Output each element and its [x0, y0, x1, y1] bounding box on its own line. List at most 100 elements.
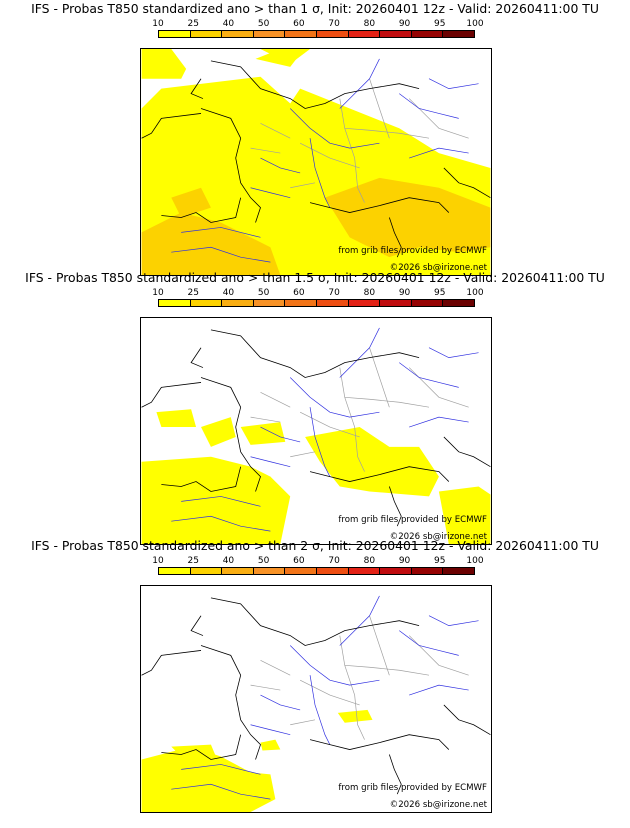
copyright-credit: ©2026 sb@irizone.net: [389, 263, 487, 273]
probability-map: from grib files provided by ECMWF ©2026 s…: [140, 585, 492, 813]
panel-title: IFS - Probas T850 standardized ano > tha…: [31, 538, 599, 553]
map-svg: [141, 595, 491, 812]
colorbar-tick-label: 90: [398, 556, 411, 566]
map-panel-3: IFS - Probas T850 standardized ano > tha…: [0, 537, 630, 823]
colorbar-tick-label: 100: [466, 19, 484, 29]
colorbar-tick-label: 60: [293, 288, 305, 298]
probability-area-10-25: [141, 746, 276, 812]
colorbar-tick-label: 40: [222, 556, 235, 566]
colorbar-tick-label: 50: [257, 19, 270, 29]
map-svg: [141, 327, 491, 544]
colorbar-swatch: [253, 31, 286, 37]
probability-area-10-25: [141, 49, 187, 79]
colorbar-tick-label: 50: [257, 556, 270, 566]
probability-area-25-40: [141, 212, 281, 275]
colorbar-tick-label: 25: [187, 556, 199, 566]
colorbar-tick-labels: 10 25 40 50 60 70 80 90 95 100: [152, 556, 483, 566]
colorbar: [158, 30, 475, 38]
probability-area-10-25: [260, 49, 311, 64]
colorbar-swatch: [380, 31, 412, 37]
map-panel-1: IFS - Probas T850 standardized ano > tha…: [0, 0, 630, 286]
colorbar-swatch: [285, 300, 317, 306]
rivers: [171, 595, 479, 800]
colorbar: [158, 299, 475, 307]
probability-area-10-25: [201, 417, 236, 447]
coastline: [141, 597, 491, 795]
probability-map: from grib files provided by ECMWF ©2026 s…: [140, 48, 492, 276]
colorbar-swatch: [285, 568, 317, 574]
colorbar-swatch: [316, 568, 349, 574]
copyright-credit: ©2026 sb@irizone.net: [389, 532, 487, 542]
colorbar-swatch: [348, 31, 381, 37]
colorbar-swatch: [159, 568, 191, 574]
colorbar-tick-label: 100: [466, 288, 484, 298]
colorbar-swatch: [285, 31, 317, 37]
probability-area-10-25: [260, 739, 281, 751]
coastline: [141, 60, 491, 258]
colorbar-swatch: [159, 300, 191, 306]
colorbar-tick-label: 25: [187, 288, 199, 298]
copyright-credit: ©2026 sb@irizone.net: [389, 800, 487, 810]
colorbar-swatch: [411, 300, 444, 306]
colorbar-swatch: [443, 568, 474, 574]
colorbar-tick-label: 10: [152, 556, 164, 566]
colorbar-swatch: [348, 568, 381, 574]
country-borders: [250, 78, 469, 203]
colorbar-tick-label: 100: [466, 556, 484, 566]
country-borders: [250, 347, 469, 472]
probability-map: from grib files provided by ECMWF ©2026 s…: [140, 317, 492, 545]
country-borders: [250, 615, 469, 740]
coastline: [141, 329, 491, 527]
map-svg: [141, 49, 491, 275]
colorbar-tick-label: 90: [398, 19, 411, 29]
data-source-credit: from grib files provided by ECMWF: [338, 515, 487, 525]
colorbar-swatch: [222, 31, 254, 37]
colorbar-tick-label: 70: [328, 288, 340, 298]
colorbar-swatch: [190, 31, 223, 37]
probability-area-10-25: [438, 486, 491, 544]
probability-area-10-25: [337, 709, 373, 723]
colorbar-swatch: [253, 300, 286, 306]
colorbar-swatch: [222, 300, 254, 306]
panel-title: IFS - Probas T850 standardized ano > tha…: [31, 1, 599, 16]
panel-title: IFS - Probas T850 standardized ano > tha…: [25, 270, 605, 285]
colorbar-swatch: [316, 300, 349, 306]
map-panel-2: IFS - Probas T850 standardized ano > tha…: [0, 269, 630, 555]
colorbar-swatch: [443, 31, 474, 37]
probability-area-10-25: [305, 427, 439, 497]
colorbar-tick-label: 95: [434, 288, 446, 298]
colorbar-tick-label: 40: [222, 19, 235, 29]
colorbar-swatch: [190, 568, 223, 574]
rivers: [171, 58, 479, 263]
colorbar-swatch: [411, 31, 444, 37]
rivers: [171, 327, 479, 532]
colorbar-tick-label: 60: [293, 556, 305, 566]
colorbar-tick-label: 50: [257, 288, 270, 298]
colorbar-tick-label: 90: [398, 288, 411, 298]
colorbar-tick-label: 95: [434, 19, 446, 29]
colorbar-tick-label: 80: [363, 19, 376, 29]
colorbar-swatch: [190, 300, 223, 306]
colorbar-swatch: [316, 31, 349, 37]
colorbar-swatch: [159, 31, 191, 37]
colorbar-tick-label: 10: [152, 288, 164, 298]
data-source-credit: from grib files provided by ECMWF: [338, 246, 487, 256]
colorbar-tick-label: 95: [434, 556, 446, 566]
colorbar-swatch: [222, 568, 254, 574]
colorbar-tick-label: 10: [152, 19, 164, 29]
probability-area-10-25: [141, 456, 291, 544]
colorbar-tick-label: 70: [328, 556, 340, 566]
colorbar-swatch: [348, 300, 381, 306]
colorbar-tick-labels: 10 25 40 50 60 70 80 90 95 100: [152, 288, 483, 298]
colorbar-tick-label: 80: [363, 288, 376, 298]
colorbar-tick-label: 70: [328, 19, 340, 29]
colorbar-tick-labels: 10 25 40 50 60 70 80 90 95 100: [152, 19, 483, 29]
colorbar-swatch: [380, 568, 412, 574]
colorbar-swatch: [411, 568, 444, 574]
colorbar: [158, 567, 475, 575]
colorbar-tick-label: 80: [363, 556, 376, 566]
colorbar-swatch: [253, 568, 286, 574]
probability-area-25-40: [171, 187, 211, 218]
data-source-credit: from grib files provided by ECMWF: [338, 783, 487, 793]
colorbar-tick-label: 40: [222, 288, 235, 298]
